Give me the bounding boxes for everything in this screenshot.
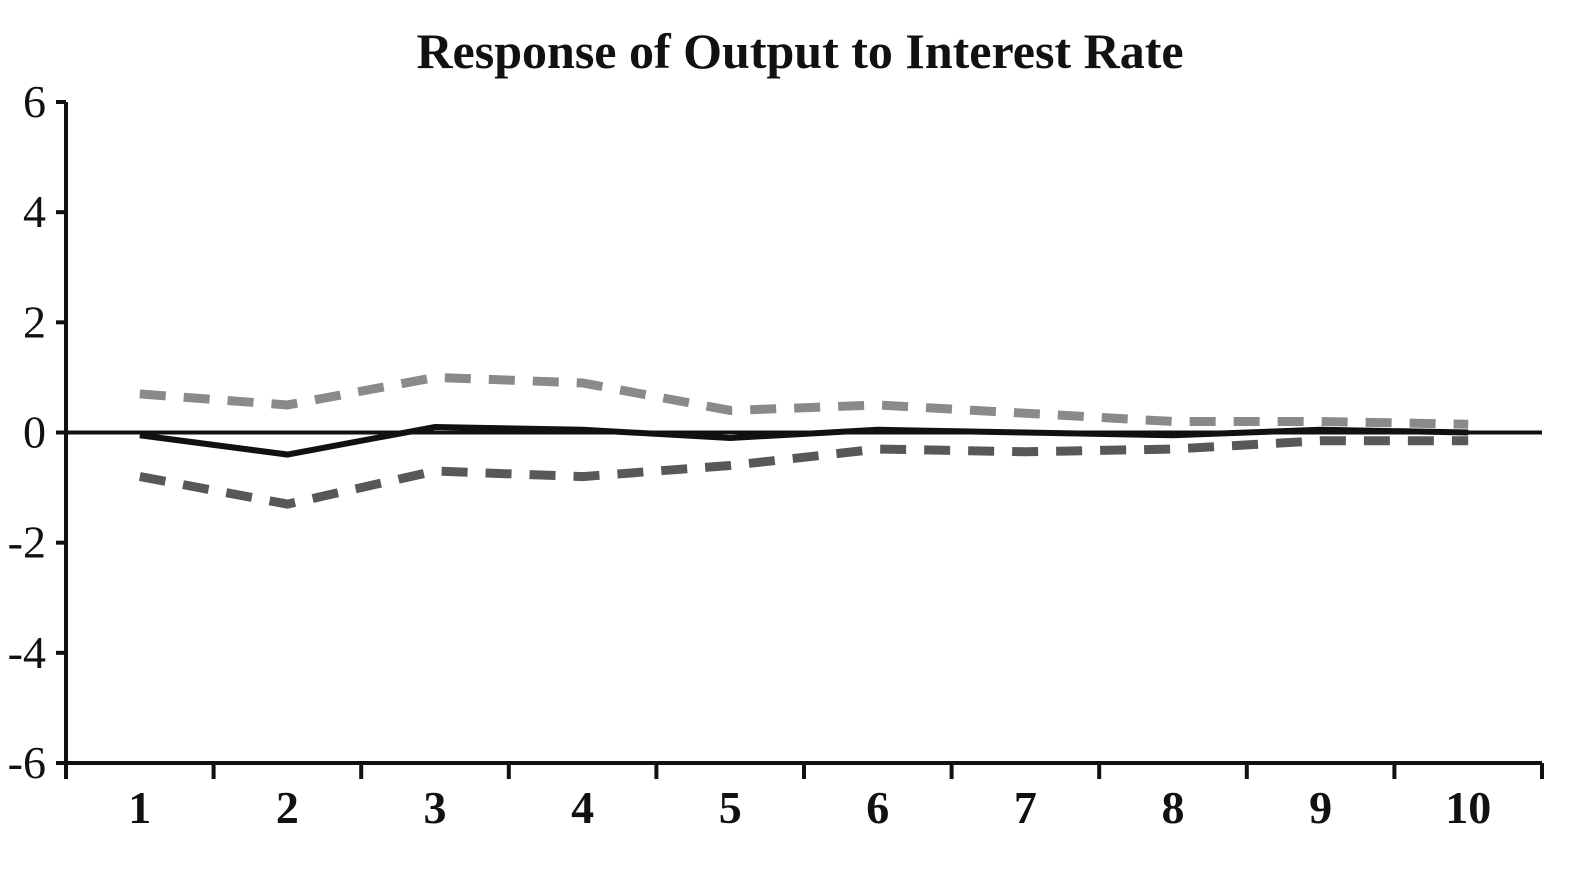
series-line-2 [139, 423, 1469, 458]
y-tick-label: 2 [23, 296, 46, 347]
x-tick-label: 10 [1445, 782, 1491, 833]
y-tick-label: 4 [23, 186, 46, 237]
x-tick-label: 1 [128, 782, 151, 833]
x-tick-label: 7 [1014, 782, 1037, 833]
x-tick-label: 6 [866, 782, 889, 833]
chart-title: Response of Output to Interest Rate [416, 23, 1184, 79]
y-tick-label: -4 [8, 627, 46, 678]
x-tick-label: 9 [1309, 782, 1332, 833]
y-tick-label: -6 [8, 737, 46, 788]
series-line-3 [138, 436, 1469, 509]
x-tick-label: 4 [571, 782, 594, 833]
x-tick-label: 3 [424, 782, 447, 833]
x-tick-label: 8 [1162, 782, 1185, 833]
series-line-1 [139, 372, 1469, 429]
y-tick-label: 0 [23, 407, 46, 458]
x-tick-label: 2 [276, 782, 299, 833]
x-tick-label: 5 [719, 782, 742, 833]
y-tick-label: 6 [23, 76, 46, 127]
y-tick-label: -2 [8, 517, 46, 568]
